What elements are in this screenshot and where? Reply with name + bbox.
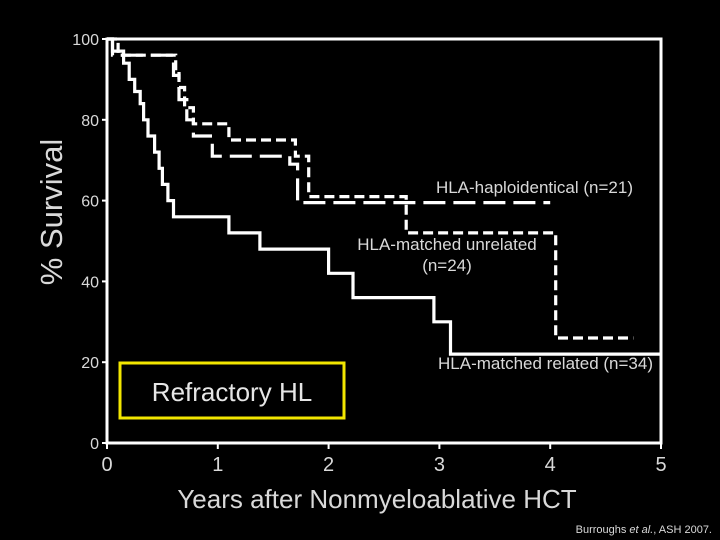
series-labels: HLA-haploidentical (n=21) HLA-matched unr… [357, 178, 653, 373]
inset-label-box: Refractory HL [118, 361, 346, 420]
x-tick-label: 0 [101, 454, 112, 476]
series-label: HLA-matched related (n=34) [438, 354, 653, 373]
x-axis-ticks: 0 1 2 3 4 5 [101, 443, 667, 476]
series-label: (n=24) [422, 256, 472, 275]
x-tick-label: 1 [212, 454, 223, 476]
x-tick-label: 5 [655, 454, 666, 476]
citation: Burroughs et al., ASH 2007. [576, 524, 712, 536]
citation-author: Burroughs [575, 524, 630, 536]
x-tick-label: 2 [323, 454, 334, 476]
y-tick-label: 0 [90, 436, 99, 453]
y-axis-title: % Survival [34, 139, 69, 285]
y-tick-label: 60 [81, 194, 99, 211]
series-label: HLA-haploidentical (n=21) [436, 178, 633, 197]
citation-source: , ASH 2007. [653, 524, 712, 536]
series-line-hla-haploidentical-n-21 [107, 37, 551, 205]
plot-area-frame [105, 37, 663, 445]
y-tick-label: 100 [72, 32, 99, 49]
y-tick-label: 80 [81, 113, 99, 130]
x-axis-title: Years after Nonmyeloablative HCT [177, 484, 576, 514]
y-axis-ticks: 0 20 40 60 80 100 [72, 32, 107, 453]
series-line-hla-matched-related-n-34 [107, 37, 661, 356]
citation-etal: et al. [629, 524, 654, 536]
series-label: HLA-matched unrelated [357, 235, 537, 254]
y-tick-label: 20 [81, 355, 99, 372]
x-tick-label: 3 [434, 454, 445, 476]
x-tick-label: 4 [545, 454, 556, 476]
inset-label-text: Refractory HL [152, 377, 312, 407]
y-tick-label: 40 [81, 274, 99, 291]
series-line-hla-matched-unrelated-n-24 [107, 37, 634, 340]
series-layer [107, 37, 661, 356]
